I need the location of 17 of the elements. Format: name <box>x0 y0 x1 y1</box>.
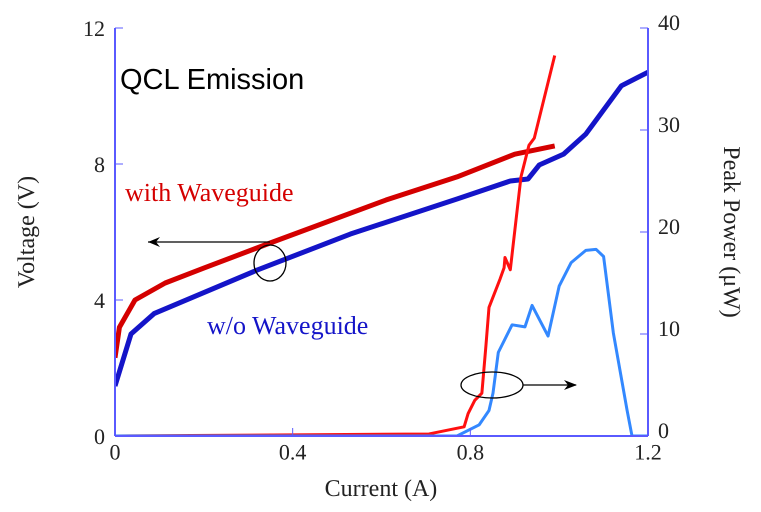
series-label: w/o Waveguide <box>207 311 368 341</box>
y-tick-label: 12 <box>83 16 105 41</box>
x-axis-title: Current (A) <box>324 476 438 502</box>
y2-axis-title: Peak Power (μW) <box>718 146 744 318</box>
y-tick-label: 0 <box>94 424 105 449</box>
x-tick-label: 0.4 <box>278 440 306 465</box>
x-tick-label: 0.8 <box>456 440 484 465</box>
y-tick-label: 4 <box>94 288 105 313</box>
x-tick-label: 0 <box>110 440 120 465</box>
y-axis-title: Voltage (V) <box>14 176 40 288</box>
series-label: with Waveguide <box>125 178 294 208</box>
y2-tick-label: 40 <box>658 10 680 35</box>
y2-tick-label: 20 <box>658 214 680 239</box>
y2-tick-label: 30 <box>658 112 680 137</box>
y-tick-label: 8 <box>94 152 105 177</box>
y2-tick-label: 10 <box>658 316 680 341</box>
annotation: QCL Emission <box>120 64 304 97</box>
